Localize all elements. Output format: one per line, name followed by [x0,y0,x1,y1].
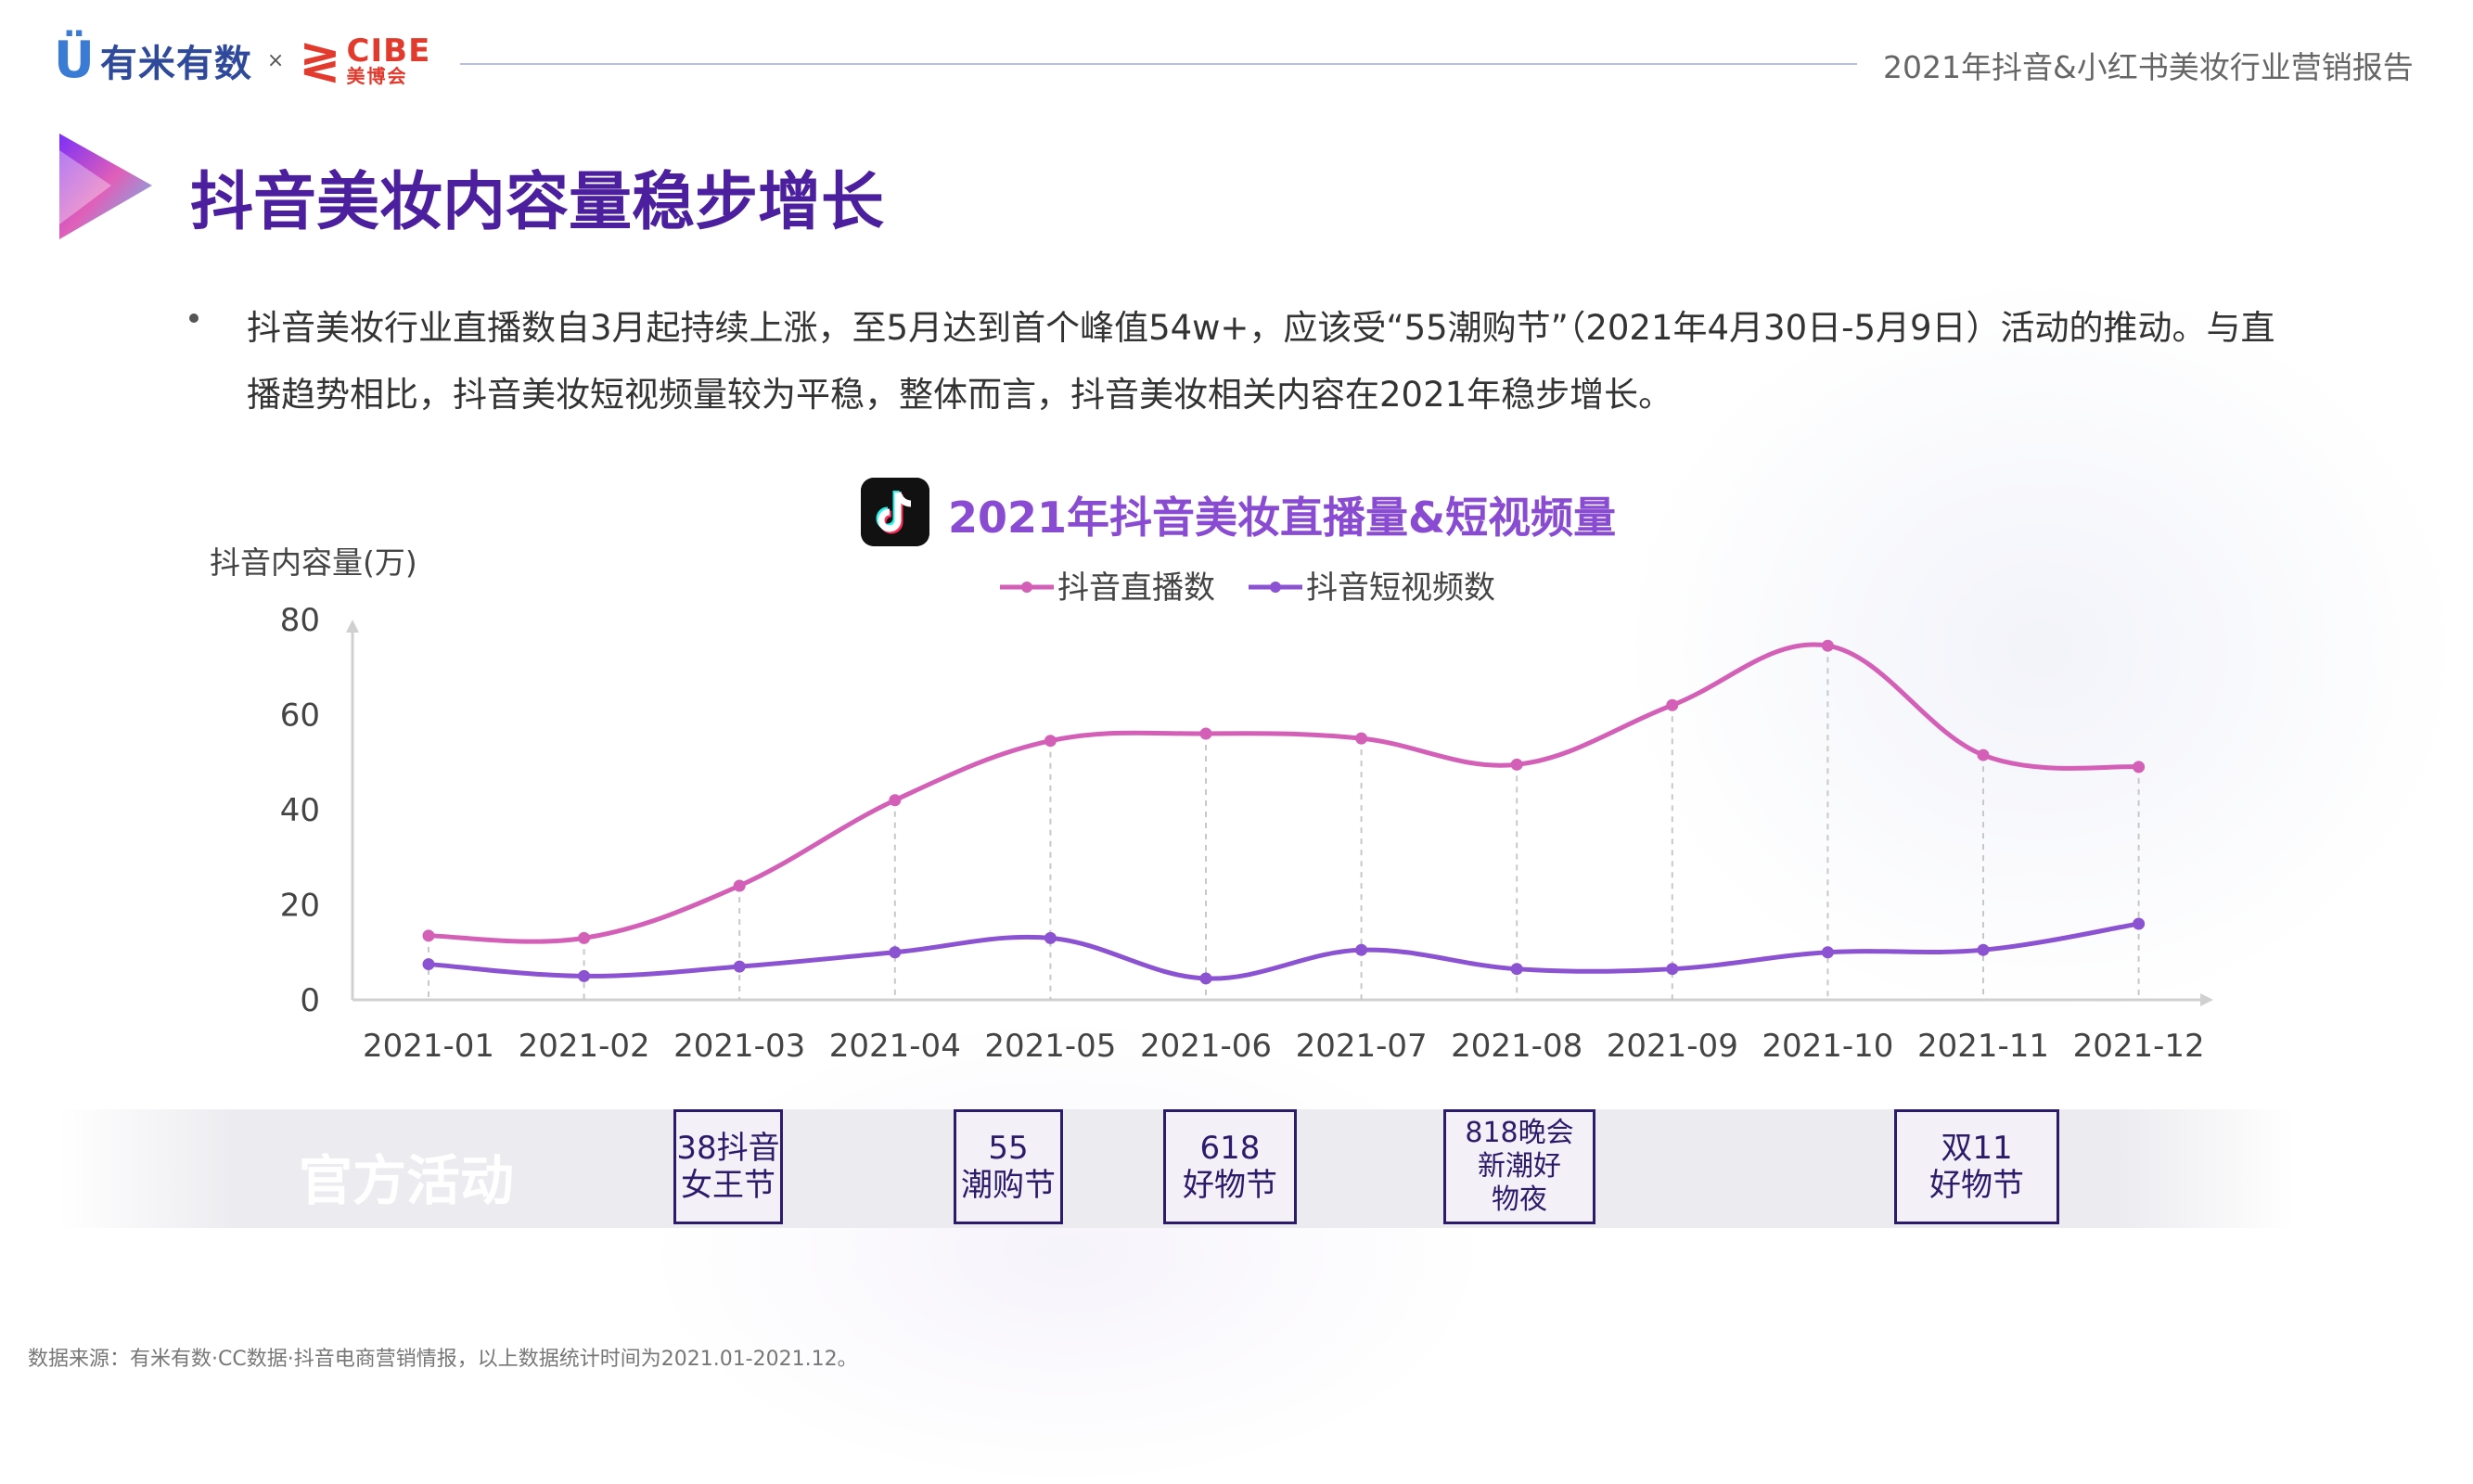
data-point [578,931,591,944]
activity-box: 双11 好物节 [1894,1109,2059,1224]
bullet-icon [189,313,199,323]
activity-text: 818晚会 新潮好 物夜 [1465,1117,1574,1216]
play-triangle-icon [59,134,152,239]
x-tick-label: 2021-05 [984,1028,1116,1065]
x-tick-label: 2021-11 [1917,1028,2049,1065]
x-tick-label: 2021-09 [1607,1028,1738,1065]
x-tick-label: 2021-08 [1451,1028,1582,1065]
activity-label: 官方活动 [299,1149,515,1212]
data-point [1977,943,1990,956]
report-title: 2021年抖音&小红书美妆行业营销报告 [1883,49,2414,85]
legend-marker [1270,582,1281,593]
cibe-logo-en: CIBE [346,32,431,70]
legend-marker [1021,582,1032,593]
activity-box: 818晚会 新潮好 物夜 [1443,1109,1595,1224]
y-tick-label: 40 [280,792,320,829]
data-point [1355,943,1368,956]
cibe-logo-icon: ≷ [299,31,341,89]
activity-box: 38抖音 女王节 [673,1109,783,1224]
summary-text: 抖音美妆行业直播数自3月起持续上涨，至5月达到首个峰值54w+，应该受“55潮购… [247,308,2275,415]
data-point [1044,931,1057,944]
data-point [1355,732,1368,745]
data-point [1821,946,1834,959]
data-point [1199,727,1212,740]
data-point [1510,963,1523,976]
x-tick-label: 2021-10 [1762,1028,1893,1065]
data-point [1510,758,1523,771]
tiktok-icon [861,478,929,546]
data-point [578,969,591,982]
y-axis-label: 抖音内容量(万) [210,544,417,581]
chart-legend: 抖音直播数 抖音短视频数 [1000,569,1495,607]
activity-text: 38抖音 女王节 [676,1130,780,1204]
series-2 [422,917,2146,985]
header-divider [460,63,1857,65]
x-tick-label: 2021-02 [519,1028,650,1065]
data-point [2133,761,2146,774]
data-point [733,960,746,973]
data-point [1977,748,1990,761]
activity-text: 双11 好物节 [1929,1130,2024,1204]
x-tick-label: 2021-03 [673,1028,805,1065]
x-tick-label: 2021-07 [1296,1028,1428,1065]
data-point [422,929,435,942]
data-point [1821,639,1834,652]
cibe-logo-cn: 美博会 [346,65,408,87]
y-axis-arrow-icon [346,620,359,633]
brand-logos: Ü 有米有数 × ≷ CIBE 美博会 [54,28,430,93]
data-point [889,794,902,807]
chart-axes [346,620,2213,1006]
y-tick-label: 60 [280,697,320,735]
y-tick-label: 0 [300,982,320,1019]
data-point [889,946,902,959]
x-axis-arrow-icon [2200,993,2213,1006]
series-1 [422,639,2146,944]
activity-text: 55 潮购节 [961,1130,1056,1204]
data-point [1666,963,1679,976]
youmi-logo-text: 有米有数 [99,43,252,85]
youmi-logo-icon: Ü [54,31,95,89]
y-tick-labels: 0 20 40 60 80 [280,602,320,1019]
legend-label: 抖音短视频数 [1306,569,1495,607]
page-title: 抖音美妆内容量稳步增长 [190,166,885,239]
data-point [1044,735,1057,748]
chart-title: 2021年抖音美妆直播量&短视频量 [948,493,1617,543]
x-tick-label: 2021-06 [1140,1028,1272,1065]
chart-series [422,639,2146,985]
series-line [428,642,2139,944]
data-point [422,958,435,971]
logo-separator: × [266,48,285,72]
data-point [733,879,746,892]
y-tick-label: 20 [280,888,320,925]
x-tick-label: 2021-01 [363,1028,494,1065]
data-point [1666,698,1679,711]
x-tick-label: 2021-04 [829,1028,961,1065]
legend-label: 抖音直播数 [1057,569,1215,607]
y-tick-label: 80 [280,602,320,639]
data-source-note: 数据来源：有米有数·CC数据·抖音电商营销情报，以上数据统计时间为2021.01… [28,1348,858,1371]
x-tick-label: 2021-12 [2073,1028,2205,1065]
activity-box: 618 好物节 [1163,1109,1297,1224]
activity-box: 55 潮购节 [954,1109,1063,1224]
x-guide-lines [428,646,2140,1000]
activity-text: 618 好物节 [1183,1130,1277,1204]
x-tick-labels: 2021-01 2021-02 2021-03 2021-04 2021-05 2021-… [363,1028,2205,1065]
data-point [2133,917,2146,930]
data-point [1199,972,1212,985]
series-line [428,921,2140,981]
cibe-logo: CIBE 美博会 [347,35,431,85]
